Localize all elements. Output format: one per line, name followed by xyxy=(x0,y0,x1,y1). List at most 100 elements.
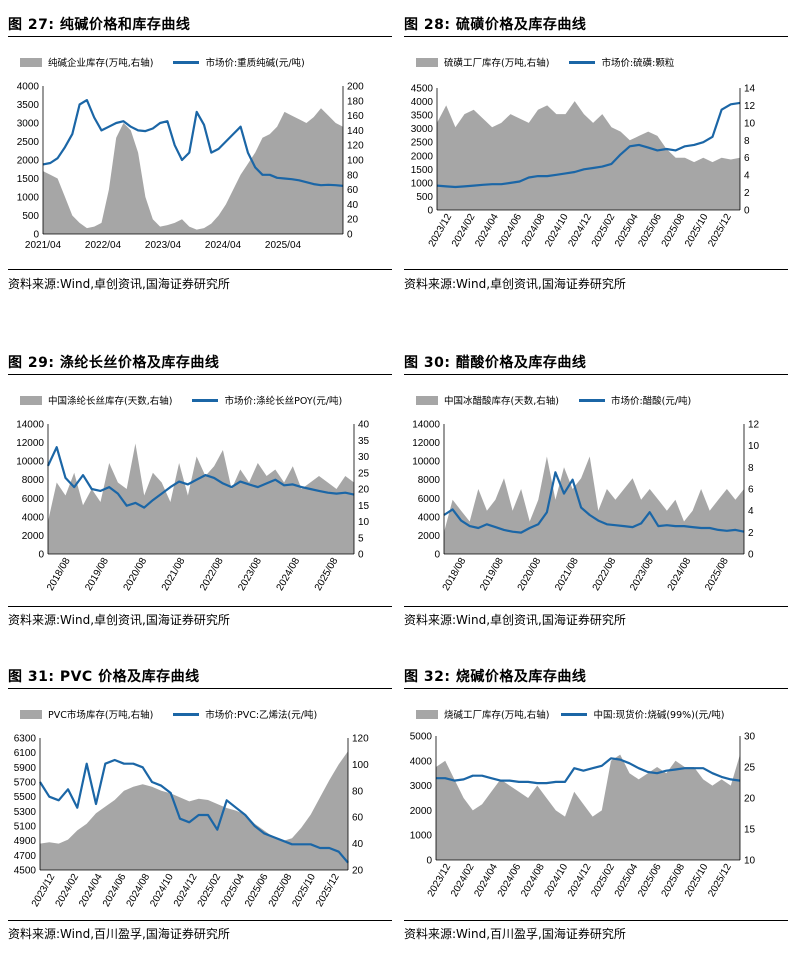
legend-line-swatch xyxy=(173,712,200,716)
right-tick-label: 0 xyxy=(744,206,750,217)
chart-source: 资料来源:Wind,百川盈孚,国海证券研究所 xyxy=(8,927,230,941)
right-tick-label: 20 xyxy=(358,485,370,496)
left-tick-label: 4000 xyxy=(410,756,433,767)
legend-line-label: 市场价:醋酸(元/吨) xyxy=(610,396,692,407)
x-tick-label: 2025/12 xyxy=(314,872,342,909)
right-tick-label: 0 xyxy=(748,550,754,561)
left-tick-label: 8000 xyxy=(418,475,441,486)
legend-area-label: PVC市场库存(万吨,右轴) xyxy=(48,710,154,721)
right-tick-label: 12 xyxy=(744,101,756,112)
legend-area-swatch xyxy=(416,395,438,405)
title-rule xyxy=(8,374,392,375)
right-tick-label: 25 xyxy=(744,763,756,774)
x-tick-label: 2022/08 xyxy=(198,556,226,593)
right-tick-label: 60 xyxy=(347,185,359,196)
left-tick-label: 4700 xyxy=(14,851,37,862)
right-tick-label: 0 xyxy=(347,230,353,241)
legend-area-label: 纯碱企业库存(万吨,右轴) xyxy=(48,58,154,69)
chart-panel-31: 图 31: PVC 价格及库存曲线 PVC市场库存(万吨,右轴) 市场价:PVC… xyxy=(8,658,392,948)
right-tick-label: 35 xyxy=(358,436,370,447)
chart-title: 图 31: PVC 价格及库存曲线 xyxy=(8,669,200,685)
x-tick-label: 2022/08 xyxy=(591,556,619,593)
price-line xyxy=(39,758,349,864)
chart-plot: 0 2000 4000 6000 8000 10000 12000 14000 0 2 4 6 8 10 1… xyxy=(412,420,759,593)
left-tick-label: 1000 xyxy=(410,831,433,842)
inventory-area xyxy=(437,101,740,210)
left-tick-label: 6100 xyxy=(14,748,37,759)
chart-source: 资料来源:Wind,卓创资讯,国海证券研究所 xyxy=(404,613,626,627)
chart-plot: 0 2000 4000 6000 8000 10000 12000 14000 0 5 10 15 20… xyxy=(16,420,370,593)
legend-line-swatch xyxy=(192,398,219,402)
left-tick-label: 500 xyxy=(22,211,39,222)
inventory-area xyxy=(436,754,740,860)
right-tick-label: 20 xyxy=(744,794,756,805)
chart-legend: 烧碱工厂库存(万吨,右轴) 中国:现货价:烧碱(99%)(元/吨) xyxy=(416,707,724,721)
x-tick-label: 2023/08 xyxy=(236,556,264,593)
left-tick-label: 500 xyxy=(416,192,433,203)
legend-area-label: 烧碱工厂库存(万吨,右轴) xyxy=(444,710,550,721)
left-tick-label: 1000 xyxy=(17,193,40,204)
chart-legend: PVC市场库存(万吨,右轴) 市场价:PVC:乙烯法(元/吨) xyxy=(20,707,317,721)
right-tick-label: 25 xyxy=(358,468,370,479)
left-tick-label: 5300 xyxy=(14,807,37,818)
left-tick-label: 12000 xyxy=(16,438,44,449)
legend-area-swatch xyxy=(416,57,438,67)
right-tick-label: 5 xyxy=(358,533,364,544)
left-tick-label: 4000 xyxy=(418,512,441,523)
left-tick-label: 0 xyxy=(426,856,432,867)
chart-panel-32: 图 32: 烧碱价格及库存曲线 烧碱工厂库存(万吨,右轴) 中国:现货价:烧碱(… xyxy=(404,658,788,948)
right-tick-label: 120 xyxy=(347,141,364,152)
legend-line-label: 市场价:重质纯碱(元/吨) xyxy=(205,58,305,69)
right-tick-label: 6 xyxy=(748,485,754,496)
source-rule xyxy=(404,606,788,607)
right-tick-label: 160 xyxy=(347,111,364,122)
title-rule xyxy=(8,36,392,37)
legend-area-label: 中国冰醋酸库存(天数,右轴) xyxy=(444,396,559,407)
chart-panel-30: 图 30: 醋酸价格及库存曲线 中国冰醋酸库存(天数,右轴) 市场价:醋酸(元/… xyxy=(404,344,788,634)
legend-area-swatch xyxy=(20,709,42,719)
right-tick-label: 140 xyxy=(347,126,364,137)
left-tick-label: 5000 xyxy=(410,732,433,743)
chart-panel-27: 图 27: 纯碱价格和库存曲线 纯碱企业库存(万吨,右轴) 市场价:重质纯碱(元… xyxy=(8,6,392,296)
inventory-area xyxy=(43,108,343,234)
right-tick-label: 4 xyxy=(748,506,754,517)
x-tick-label: 2019/08 xyxy=(478,556,506,593)
left-tick-label: 6300 xyxy=(14,734,37,745)
right-tick-label: 80 xyxy=(347,170,359,181)
right-tick-label: 4 xyxy=(744,171,750,182)
x-tick-label: 2024/04 xyxy=(205,240,242,251)
chart-plot: 0 500 1000 1500 2000 2500 3000 3500 4000 4500 0 2 4 6… xyxy=(411,84,756,249)
legend-area-swatch xyxy=(20,395,42,405)
x-tick-label: 2025/08 xyxy=(313,556,341,593)
inventory-area xyxy=(40,751,348,870)
x-tick-label: 2023/04 xyxy=(145,240,182,251)
right-tick-label: 180 xyxy=(347,96,364,107)
chart-plot: 01000200030004000500010152025302023/1220… xyxy=(410,732,756,899)
title-rule xyxy=(404,36,788,37)
left-tick-label: 2000 xyxy=(410,806,433,817)
price-line xyxy=(42,98,344,187)
right-tick-label: 40 xyxy=(347,200,359,211)
chart-legend: 硫磺工厂库存(万吨,右轴) 市场价:硫磺:颗粒 xyxy=(416,55,674,69)
left-tick-label: 2000 xyxy=(17,156,40,167)
price-line xyxy=(436,101,741,189)
chart-source: 资料来源:Wind,卓创资讯,国海证券研究所 xyxy=(404,277,626,291)
source-rule xyxy=(404,920,788,921)
chart-legend: 纯碱企业库存(万吨,右轴) 市场价:重质纯碱(元/吨) xyxy=(20,55,305,69)
right-tick-label: 20 xyxy=(347,215,359,226)
left-tick-label: 10000 xyxy=(412,457,440,468)
chart-source: 资料来源:Wind,卓创资讯,国海证券研究所 xyxy=(8,613,230,627)
legend-area-swatch xyxy=(20,57,42,67)
left-tick-label: 5500 xyxy=(14,792,37,803)
left-tick-label: 4500 xyxy=(14,866,37,877)
left-tick-label: 5900 xyxy=(14,763,37,774)
x-tick-label: 2021/04 xyxy=(25,240,62,251)
price-line xyxy=(436,757,741,785)
source-rule xyxy=(8,269,392,270)
left-tick-label: 12000 xyxy=(412,438,440,449)
left-tick-label: 2000 xyxy=(22,531,45,542)
left-tick-label: 8000 xyxy=(22,475,45,486)
left-tick-label: 3500 xyxy=(17,100,40,111)
left-tick-label: 3000 xyxy=(411,124,434,135)
right-tick-label: 0 xyxy=(358,550,364,561)
